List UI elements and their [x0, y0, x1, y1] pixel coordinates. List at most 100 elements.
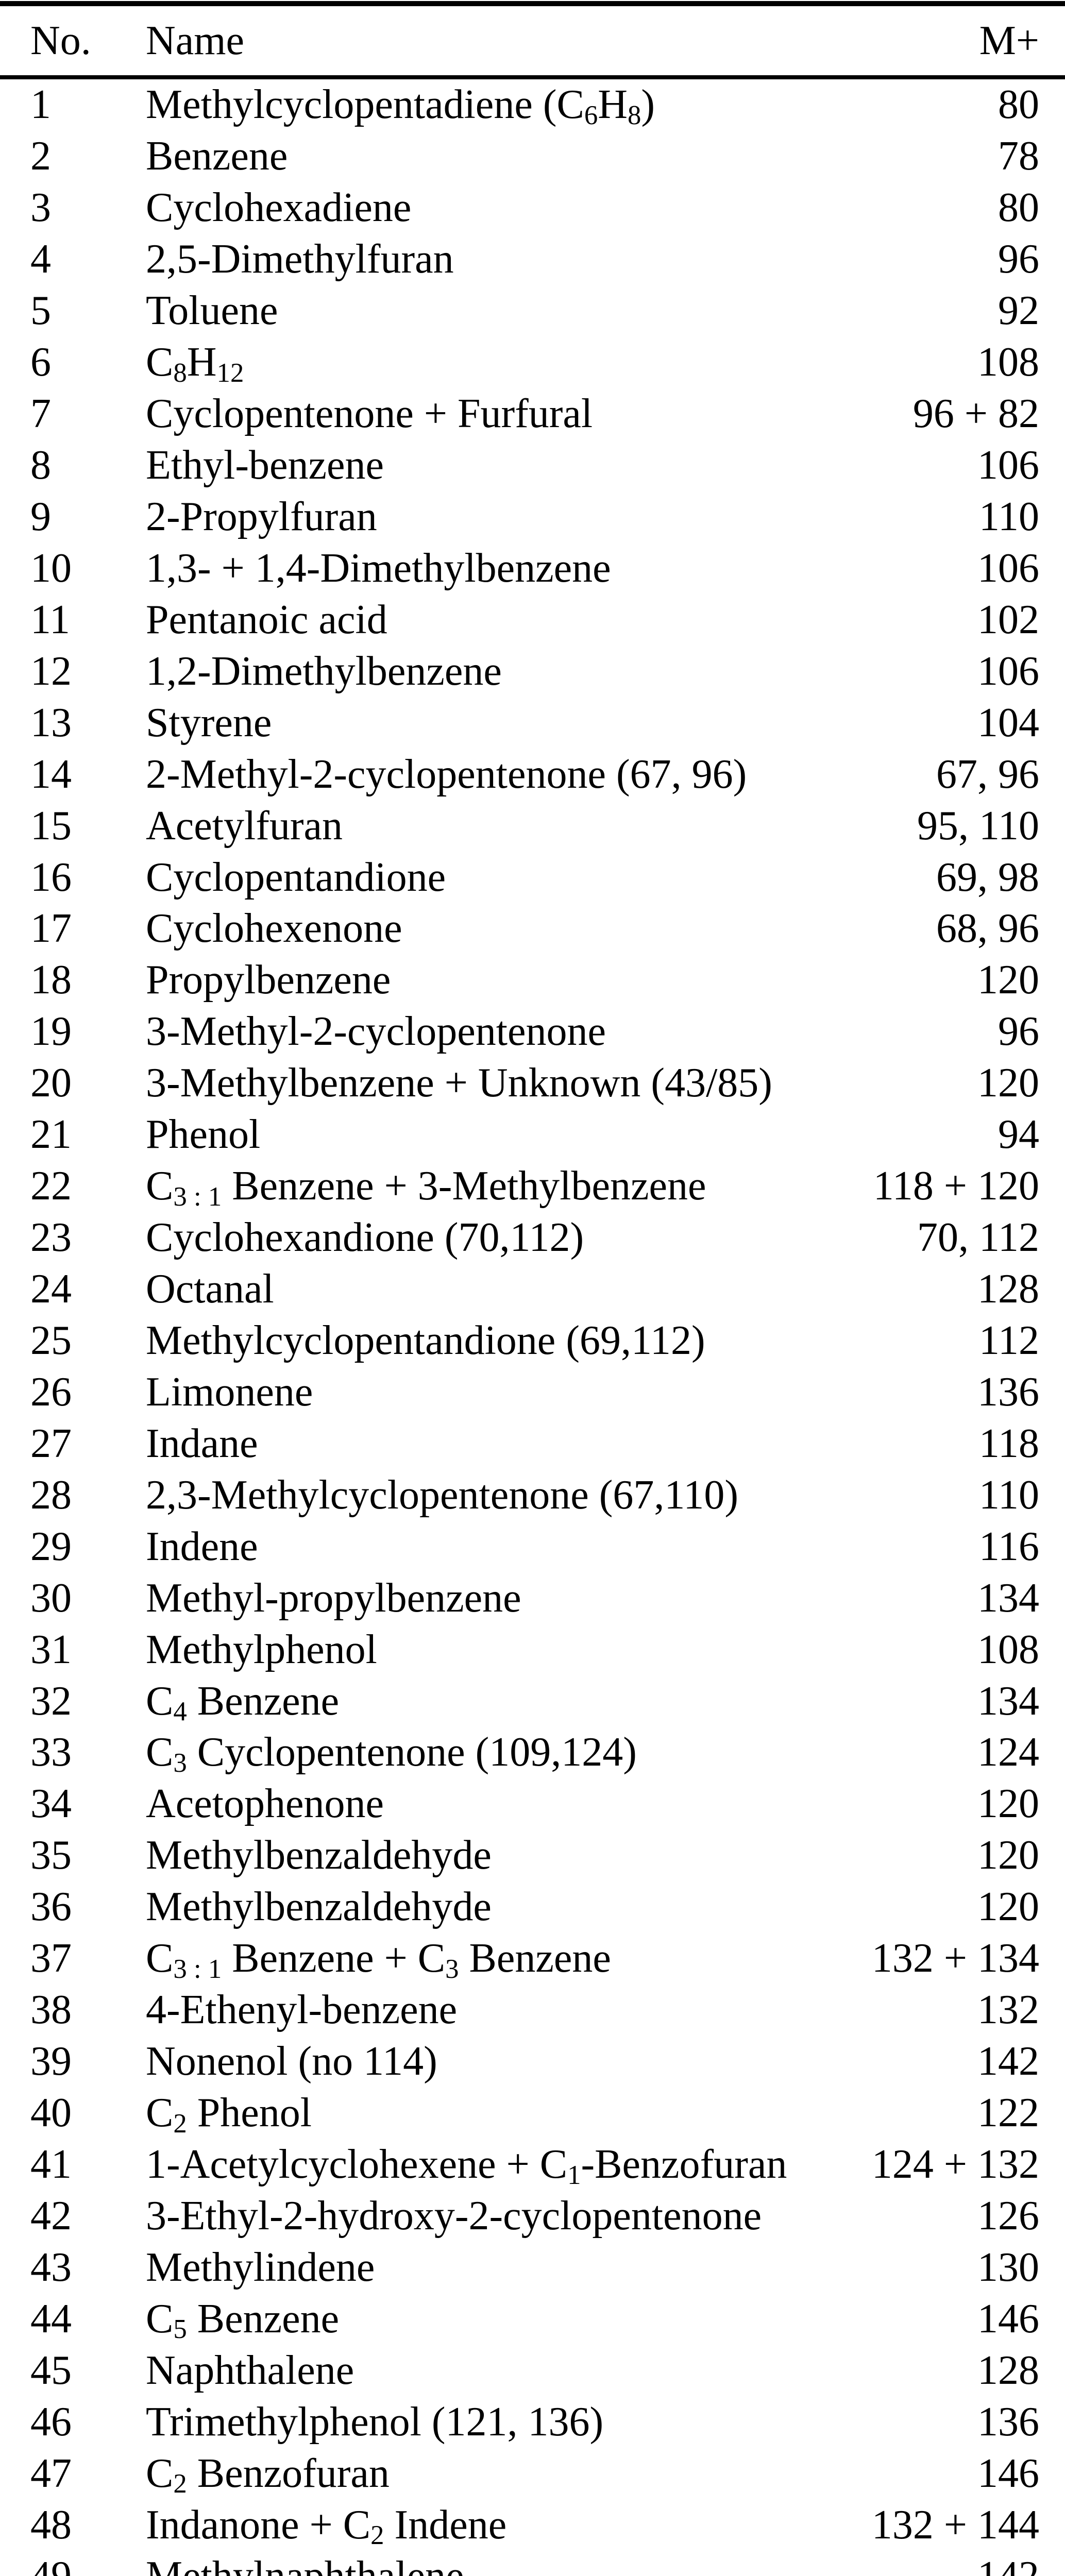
m-plus-value: 106 — [977, 545, 1039, 591]
compound-name: C8H12 — [146, 340, 244, 388]
row-number: 29 — [30, 1523, 72, 1569]
table-row: 26 Limonene 136 — [0, 1366, 1065, 1418]
table-row: 39 Nonenol (no 114) 142 — [0, 2036, 1065, 2088]
compound-name: C4 Benzene — [146, 1678, 340, 1727]
m-plus-value: 146 — [977, 2450, 1039, 2496]
compound-name: Naphthalene — [146, 2347, 354, 2393]
table-row: 30 Methyl-propylbenzene 134 — [0, 1572, 1065, 1624]
m-plus-value: 69, 98 — [936, 854, 1039, 900]
row-number: 8 — [30, 443, 51, 488]
header-m-plus: M+ — [979, 18, 1039, 63]
compound-name: C2 Benzofuran — [146, 2450, 390, 2499]
table-row: 49Methylnaphthalene142 — [0, 2551, 1065, 2576]
compound-name: 4-Ethenyl-benzene — [146, 1987, 458, 2033]
compound-name: Indene — [146, 1523, 258, 1569]
compound-name: 3-Methyl-2-cyclopentenone — [146, 1009, 606, 1055]
row-number: 31 — [30, 1626, 72, 1672]
row-number: 10 — [30, 545, 72, 591]
table-row: 9 2-Propylfuran 110 — [0, 492, 1065, 543]
table-row: 35 Methylbenzaldehyde 120 — [0, 1830, 1065, 1882]
m-plus-value: 102 — [977, 597, 1039, 642]
m-plus-value: 80 — [998, 185, 1039, 231]
compound-name: Phenol — [146, 1112, 261, 1158]
compound-name: Methylindene — [146, 2244, 375, 2290]
m-plus-value: 132 + 134 — [871, 1936, 1039, 1981]
m-plus-value: 110 — [978, 1472, 1039, 1518]
m-plus-value: 68, 96 — [936, 906, 1039, 952]
row-number: 7 — [30, 391, 51, 437]
compound-name: Pentanoic acid — [146, 597, 387, 642]
row-number: 3 — [30, 185, 51, 231]
compound-name: 2,5-Dimethylfuran — [146, 236, 454, 282]
compound-name: 1-Acetylcyclohexene + C1-Benzofuran — [146, 2141, 787, 2190]
m-plus-value: 126 — [977, 2193, 1039, 2239]
m-plus-value: 80 — [998, 82, 1039, 128]
row-number: 18 — [30, 957, 72, 1003]
m-plus-value: 70, 112 — [917, 1215, 1039, 1261]
row-number: 23 — [30, 1215, 72, 1261]
m-plus-value: 108 — [977, 340, 1039, 385]
compound-name: Methylnaphthalene — [146, 2553, 977, 2576]
row-number: 32 — [30, 1678, 72, 1724]
table-row: 34 Acetophenone 120 — [0, 1778, 1065, 1830]
m-plus-value: 116 — [978, 1523, 1039, 1569]
m-plus-value: 104 — [977, 700, 1039, 745]
compound-name: Cyclopentandione — [146, 854, 446, 900]
table-row: 47 C2 Benzofuran 146 — [0, 2448, 1065, 2499]
compound-name: C3 : 1 Benzene + 3-Methylbenzene — [146, 1163, 706, 1212]
compound-name: Cyclohexadiene — [146, 185, 412, 231]
table-row: 2 Benzene 78 — [0, 131, 1065, 182]
row-number: 35 — [30, 1833, 72, 1878]
table-top-rule — [0, 1, 1065, 6]
table-row: 21 Phenol 94 — [0, 1109, 1065, 1161]
row-number: 37 — [30, 1936, 72, 1981]
compound-name: Methylcyclopentadiene (C6H8) — [146, 82, 655, 131]
table-row: 17 Cyclohexenone 68, 96 — [0, 903, 1065, 955]
row-number: 22 — [30, 1163, 72, 1209]
row-number: 33 — [30, 1730, 72, 1775]
table-row: 7 Cyclopentenone + Furfural 96 + 82 — [0, 388, 1065, 440]
row-number: 15 — [30, 803, 72, 849]
m-plus-value: 95, 110 — [917, 803, 1039, 849]
m-plus-value: 106 — [977, 443, 1039, 488]
table-row: 46 Trimethylphenol (121, 136) 136 — [0, 2396, 1065, 2448]
compound-name: C2 Phenol — [146, 2090, 312, 2139]
table-row: 10 1,3- + 1,4-Dimethylbenzene 106 — [0, 543, 1065, 594]
compound-name: Acetylfuran — [146, 803, 343, 849]
compound-name: Ethyl-benzene — [146, 443, 384, 488]
row-number: 25 — [30, 1317, 72, 1363]
compound-name: 2-Methyl-2-cyclopentenone (67, 96) — [146, 751, 747, 797]
m-plus-value: 130 — [977, 2244, 1039, 2290]
m-plus-value: 146 — [977, 2296, 1039, 2342]
row-number: 28 — [30, 1472, 72, 1518]
row-number: 14 — [30, 751, 72, 797]
table-row: 36 Methylbenzaldehyde 120 — [0, 1882, 1065, 1933]
row-number: 11 — [30, 597, 71, 642]
row-number: 4 — [30, 236, 51, 282]
table-row: 6 C8H12 108 — [0, 337, 1065, 388]
m-plus-value: 120 — [977, 1833, 1039, 1878]
row-number: 13 — [30, 700, 72, 745]
compound-name: 1,2-Dimethylbenzene — [146, 648, 502, 694]
m-plus-value: 78 — [998, 133, 1039, 179]
header-no: No. — [30, 18, 91, 63]
compound-name: 2,3-Methylcyclopentenone (67,110) — [146, 1472, 739, 1518]
compound-name: Acetophenone — [146, 1781, 384, 1827]
row-number: 5 — [30, 288, 51, 334]
m-plus-value: 110 — [978, 494, 1039, 539]
m-plus-value: 120 — [977, 957, 1039, 1003]
table-row: 23 Cyclohexandione (70,112) 70, 112 — [0, 1212, 1065, 1264]
m-plus-value: 96 + 82 — [912, 391, 1039, 437]
table-row: 48 Indanone + C2 Indene 132 + 144 — [0, 2499, 1065, 2551]
compound-name: Cyclohexenone — [146, 906, 402, 952]
row-number: 20 — [30, 1060, 72, 1106]
compound-name: 3-Ethyl-2-hydroxy-2-cyclopentenone — [146, 2193, 762, 2239]
row-number: 48 — [30, 2502, 72, 2548]
compound-name: Methylbenzaldehyde — [146, 1884, 492, 1930]
row-number: 6 — [30, 340, 51, 385]
row-number: 30 — [30, 1575, 72, 1621]
compound-name: Trimethylphenol (121, 136) — [146, 2399, 604, 2445]
table-row: 37 C3 : 1 Benzene + C3 Benzene 132 + 134 — [0, 1933, 1065, 1985]
row-number: 49 — [0, 2553, 146, 2576]
row-number: 27 — [30, 1420, 72, 1466]
